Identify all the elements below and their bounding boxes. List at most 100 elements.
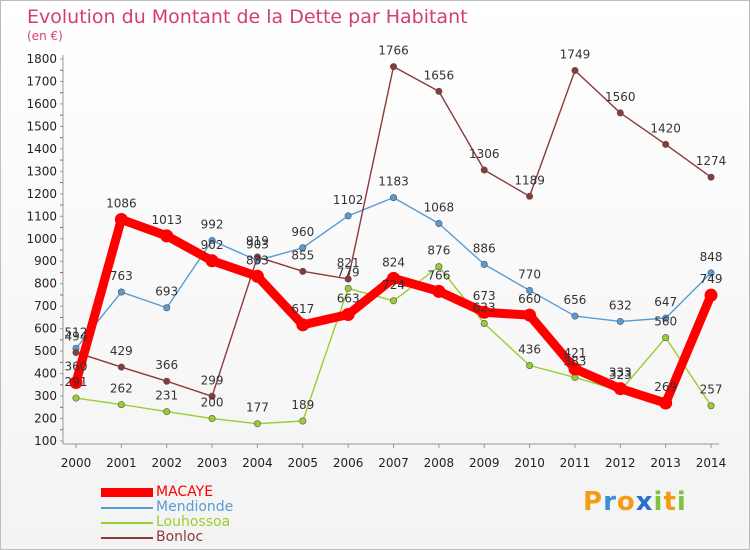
data-label: 299 [201,373,224,387]
x-tick-label: 2003 [197,456,228,470]
data-point [390,194,398,202]
x-tick-label: 2006 [333,456,364,470]
data-point [480,319,488,327]
data-label: 903 [246,238,269,252]
data-label: 617 [291,302,314,316]
data-point [526,286,534,294]
x-tick-label: 2007 [378,456,409,470]
x-tick-label: 2004 [242,456,273,470]
data-point [659,396,673,410]
brand-letter: x [635,487,654,517]
data-label: 494 [65,329,88,343]
data-label: 647 [654,295,677,309]
data-label: 779 [337,265,360,279]
data-point [568,362,582,376]
legend-item-macaye: MACAYE [101,485,233,500]
data-point [299,244,307,252]
data-label: 560 [654,315,677,329]
legend-label: Louhossoa [156,514,231,530]
data-label: 512 [65,325,88,339]
data-point [114,212,128,226]
x-tick-label: 2013 [650,456,681,470]
x-tick-label: 2005 [288,456,319,470]
data-label: 632 [609,298,632,312]
y-tick-label: 1100 [26,209,57,223]
data-label: 833 [246,253,269,267]
legend-item-louhossoa: Louhossoa [101,515,233,530]
x-tick-label: 2010 [514,456,545,470]
data-point [208,392,216,400]
chart-title: Evolution du Montant de la Dette par Hab… [27,6,468,28]
data-point [296,318,310,332]
data-point [662,140,670,148]
data-label: 763 [110,269,133,283]
y-tick-label: 300 [34,389,57,403]
data-point [72,394,80,402]
legend-swatch [101,488,153,497]
x-tick-label: 2008 [424,456,455,470]
data-label: 262 [110,382,133,396]
data-point [707,269,715,277]
data-label: 1656 [424,68,455,82]
data-point [163,408,171,416]
brand-letter: P [583,487,604,517]
legend-swatch [101,506,153,509]
data-point [704,288,718,302]
data-label: 291 [65,375,88,389]
data-point [299,417,307,425]
data-label: 656 [564,293,587,307]
data-point [616,317,624,325]
data-label: 1086 [106,196,137,210]
data-point [344,284,352,292]
data-label: 960 [291,225,314,239]
x-tick-label: 2014 [696,456,727,470]
data-point [390,63,398,71]
data-label: 663 [337,291,360,305]
data-point [480,260,488,268]
y-tick-label: 400 [34,367,57,381]
data-point [480,166,488,174]
data-point [435,87,443,95]
data-point [432,284,446,298]
data-point [299,267,307,275]
data-label: 323 [609,368,632,382]
data-label: 421 [564,346,587,360]
y-tick-label: 100 [34,434,57,448]
data-point [571,312,579,320]
legend-swatch [101,521,153,524]
data-label: 177 [246,401,269,415]
data-label: 257 [700,383,723,397]
x-tick-label: 2011 [560,456,591,470]
y-tick-label: 200 [34,412,57,426]
data-label: 821 [337,256,360,270]
brand-letter: i [653,487,664,517]
data-label: 1766 [378,44,409,58]
y-tick-label: 900 [34,254,57,268]
brand-letter: o [616,487,636,517]
data-point [571,66,579,74]
x-tick-label: 2012 [605,456,636,470]
y-tick-label: 1200 [26,187,57,201]
data-label: 1189 [514,173,545,187]
y-tick-label: 1000 [26,232,57,246]
brand-letter: r [603,487,617,517]
data-label: 333 [609,366,632,380]
data-point [341,307,355,321]
data-point [160,229,174,243]
data-point [163,304,171,312]
data-label: 992 [201,218,224,232]
data-label: 1749 [560,47,591,61]
data-point [253,253,261,261]
data-point [707,173,715,181]
x-tick-label: 2001 [106,456,137,470]
data-point [435,263,443,271]
data-label: 824 [382,255,405,269]
data-label: 1274 [696,154,727,168]
data-point [117,401,125,409]
data-point [208,237,216,245]
chart-unit-label: (en €) [27,29,63,43]
data-point [344,212,352,220]
data-label: 855 [291,248,314,262]
data-point [72,348,80,356]
